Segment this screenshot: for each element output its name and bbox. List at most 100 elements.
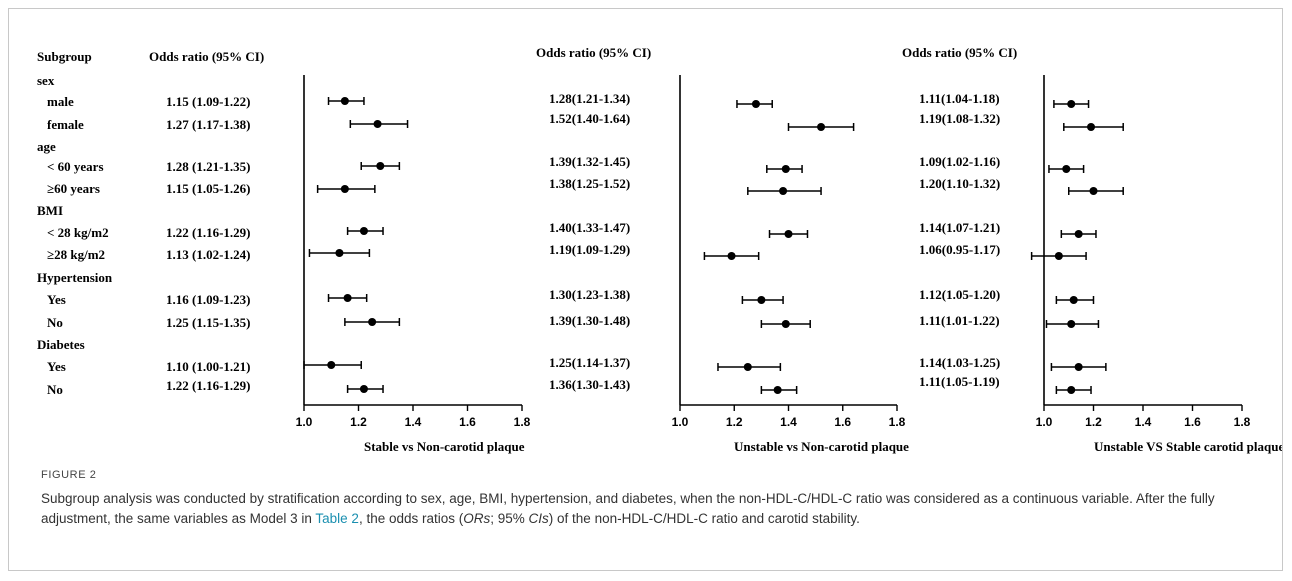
estimate-text: 1.10 (1.00-1.21) bbox=[166, 359, 251, 374]
estimate-text: 1.11(1.01-1.22) bbox=[919, 313, 1000, 328]
estimate-text: 1.36(1.30-1.43) bbox=[549, 377, 630, 392]
estimate-text: 1.12(1.05-1.20) bbox=[919, 287, 1000, 302]
subgroup-label: Yes bbox=[47, 292, 66, 307]
odds-ratio-point bbox=[368, 318, 377, 326]
estimate-text: 1.11(1.05-1.19) bbox=[919, 374, 1000, 389]
estimate-text: 1.25 (1.15-1.35) bbox=[166, 315, 251, 330]
estimate-text: 1.28(1.21-1.34) bbox=[549, 91, 630, 106]
estimate-text: 1.39(1.32-1.45) bbox=[549, 154, 630, 169]
forest-plot: Subgroup sex male female age < 60 years ≥60 ye… bbox=[37, 45, 1282, 454]
estimate-text: 1.06(0.95-1.17) bbox=[919, 242, 1000, 257]
x-tick-label: 1.4 bbox=[780, 415, 797, 429]
estimate-text: 1.16 (1.09-1.23) bbox=[166, 292, 251, 307]
estimate-text: 1.14(1.03-1.25) bbox=[919, 355, 1000, 370]
odds-ratio-point bbox=[1074, 230, 1083, 238]
caption-text-1: Subgroup analysis was conducted by strat… bbox=[41, 491, 1215, 526]
odds-ratio-point bbox=[1074, 363, 1083, 371]
subgroup-group-label: BMI bbox=[37, 203, 63, 218]
odds-ratio-point bbox=[817, 123, 826, 131]
estimate-text: 1.28 (1.21-1.35) bbox=[166, 159, 251, 174]
odds-ratio-point bbox=[781, 320, 790, 328]
x-tick-label: 1.0 bbox=[296, 415, 313, 429]
subgroup-label: Yes bbox=[47, 359, 66, 374]
estimate-text: 1.27 (1.17-1.38) bbox=[166, 117, 251, 132]
odds-ratio-point bbox=[1067, 320, 1076, 328]
odds-ratio-point bbox=[773, 386, 782, 394]
estimate-text: 1.19(1.09-1.29) bbox=[549, 242, 630, 257]
panel-x-label: Stable vs Non-carotid plaque bbox=[364, 439, 525, 454]
estimate-text: 1.38(1.25-1.52) bbox=[549, 176, 630, 191]
subgroup-group-label: age bbox=[37, 139, 56, 154]
estimate-text: 1.22 (1.16-1.29) bbox=[166, 225, 251, 240]
odds-ratio-point bbox=[376, 162, 385, 170]
odds-ratio-point bbox=[751, 100, 760, 108]
odds-ratio-point bbox=[1067, 386, 1076, 394]
odds-ratio-point bbox=[1087, 123, 1096, 131]
panel-col-header: Odds ratio (95% CI) bbox=[149, 49, 264, 64]
x-tick-label: 1.6 bbox=[1184, 415, 1201, 429]
odds-ratio-point bbox=[1054, 252, 1063, 260]
subgroup-label: No bbox=[47, 382, 63, 397]
subgroup-label: No bbox=[47, 315, 63, 330]
x-tick-label: 1.8 bbox=[514, 415, 531, 429]
estimate-text: 1.19(1.08-1.32) bbox=[919, 111, 1000, 126]
odds-ratio-point bbox=[1067, 100, 1076, 108]
x-tick-label: 1.2 bbox=[1085, 415, 1102, 429]
subgroup-header: Subgroup bbox=[37, 49, 92, 64]
x-tick-label: 1.2 bbox=[726, 415, 743, 429]
panel-x-label: Unstable vs Non-carotid plaque bbox=[734, 439, 909, 454]
subgroup-group-label: Hypertension bbox=[37, 270, 113, 285]
estimate-text: 1.13 (1.02-1.24) bbox=[166, 247, 251, 262]
estimate-text: 1.20(1.10-1.32) bbox=[919, 176, 1000, 191]
estimate-text: 1.22 (1.16-1.29) bbox=[166, 378, 251, 393]
subgroup-group-label: Diabetes bbox=[37, 337, 85, 352]
estimate-text: 1.09(1.02-1.16) bbox=[919, 154, 1000, 169]
figure-label: FIGURE 2 bbox=[41, 469, 97, 481]
subgroup-label: < 60 years bbox=[47, 159, 104, 174]
caption-text-2: , the odds ratios ( bbox=[358, 511, 464, 526]
odds-ratio-point bbox=[373, 120, 382, 128]
x-tick-label: 1.8 bbox=[889, 415, 906, 429]
table-2-link[interactable]: Table 2 bbox=[315, 511, 359, 526]
odds-ratio-point bbox=[1062, 165, 1071, 173]
x-tick-label: 1.0 bbox=[672, 415, 689, 429]
subgroup-label: ≥60 years bbox=[47, 181, 100, 196]
panel-col-header: Odds ratio (95% CI) bbox=[536, 45, 651, 60]
estimate-text: 1.15 (1.09-1.22) bbox=[166, 94, 251, 109]
subgroup-label: female bbox=[47, 117, 84, 132]
odds-ratio-point bbox=[359, 227, 368, 235]
panel-x-label: Unstable VS Stable carotid plaque bbox=[1094, 439, 1282, 454]
x-tick-label: 1.6 bbox=[459, 415, 476, 429]
figure-frame: Subgroup sex male female age < 60 years ≥60 ye… bbox=[8, 8, 1283, 571]
odds-ratio-point bbox=[781, 165, 790, 173]
estimate-text: 1.11(1.04-1.18) bbox=[919, 91, 1000, 106]
subgroup-label: ≥28 kg/m2 bbox=[47, 247, 105, 262]
estimate-text: 1.39(1.30-1.48) bbox=[549, 313, 630, 328]
subgroup-group-label: sex bbox=[37, 73, 55, 88]
estimate-text: 1.40(1.33-1.47) bbox=[549, 220, 630, 235]
estimate-text: 1.52(1.40-1.64) bbox=[549, 111, 630, 126]
odds-ratio-point bbox=[359, 385, 368, 393]
panel-col-header: Odds ratio (95% CI) bbox=[902, 45, 1017, 60]
odds-ratio-point bbox=[757, 296, 766, 304]
x-tick-label: 1.4 bbox=[1135, 415, 1152, 429]
odds-ratio-point bbox=[327, 361, 336, 369]
x-tick-label: 1.4 bbox=[405, 415, 422, 429]
figure-caption: Subgroup analysis was conducted by strat… bbox=[41, 489, 1241, 529]
estimate-text: 1.15 (1.05-1.26) bbox=[166, 181, 251, 196]
odds-ratio-point bbox=[335, 249, 344, 257]
odds-ratio-point bbox=[779, 187, 788, 195]
caption-cis: CIs bbox=[528, 511, 549, 526]
subgroup-label: < 28 kg/m2 bbox=[47, 225, 109, 240]
odds-ratio-point bbox=[727, 252, 736, 260]
x-tick-label: 1.2 bbox=[350, 415, 367, 429]
estimate-text: 1.25(1.14-1.37) bbox=[549, 355, 630, 370]
caption-text-4: ) of the non-HDL-C/HDL-C ratio and carot… bbox=[548, 511, 860, 526]
x-tick-label: 1.8 bbox=[1234, 415, 1251, 429]
odds-ratio-point bbox=[1089, 187, 1098, 195]
estimate-text: 1.30(1.23-1.38) bbox=[549, 287, 630, 302]
estimate-text: 1.14(1.07-1.21) bbox=[919, 220, 1000, 235]
caption-text-3: ; 95% bbox=[490, 511, 529, 526]
odds-ratio-point bbox=[743, 363, 752, 371]
x-tick-label: 1.6 bbox=[834, 415, 851, 429]
